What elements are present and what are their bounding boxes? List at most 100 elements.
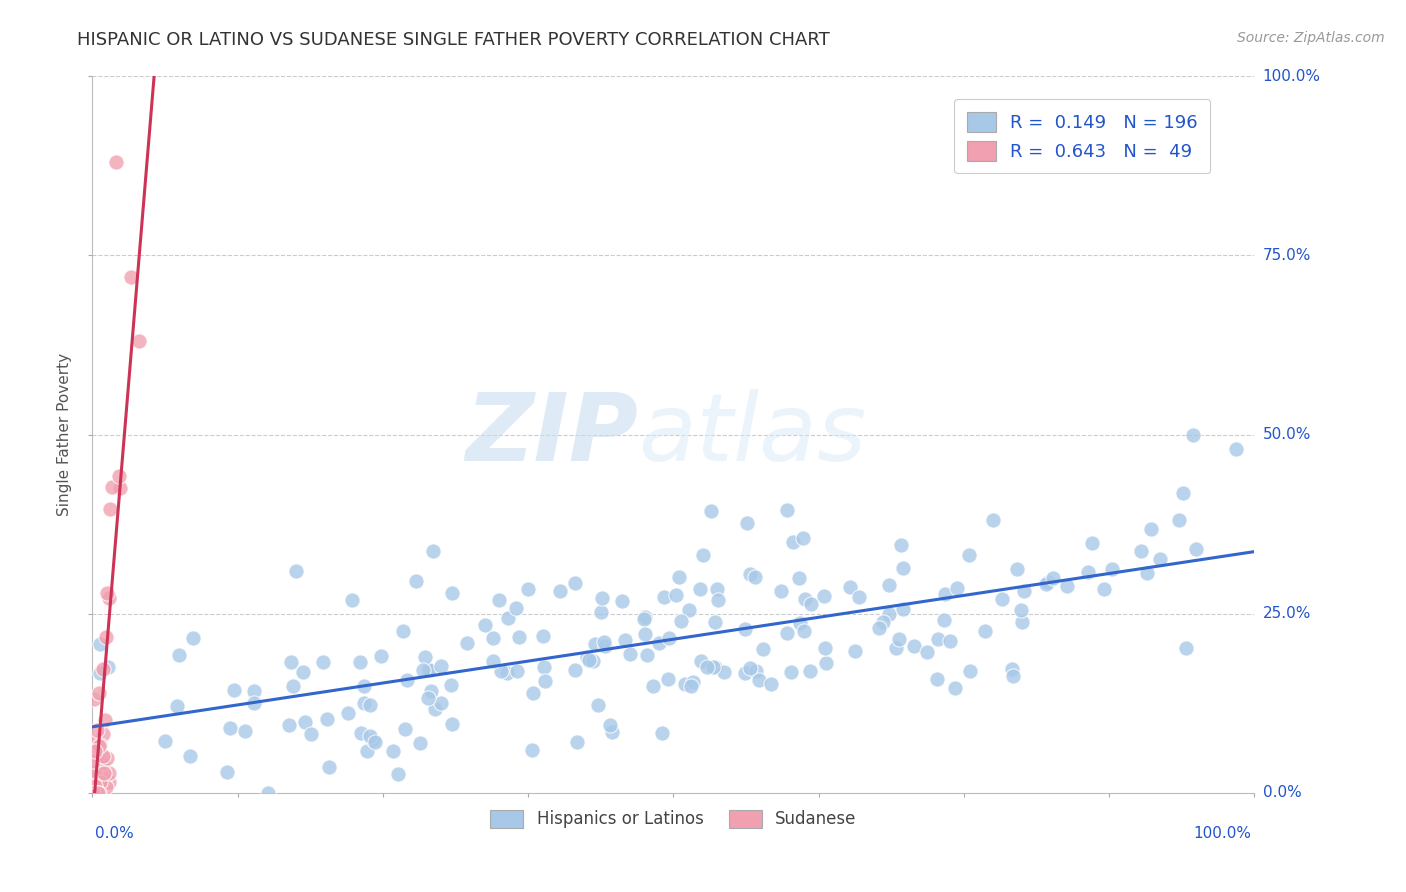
Point: [474, 618, 496, 632]
Point: [564, 575, 586, 590]
Point: [256, 786, 278, 800]
Point: [219, 721, 242, 735]
Point: [496, 666, 519, 681]
Point: [792, 531, 814, 545]
Point: [1010, 603, 1032, 617]
Point: [619, 647, 641, 661]
Point: [89, 739, 111, 753]
Point: [93, 765, 115, 780]
Point: [564, 663, 586, 677]
Point: [706, 582, 728, 596]
Point: [1185, 541, 1208, 556]
Point: [748, 673, 770, 687]
Point: [738, 660, 761, 674]
Point: [370, 649, 392, 664]
Point: [1101, 562, 1123, 576]
Point: [891, 561, 914, 575]
Point: [440, 717, 463, 731]
Point: [496, 611, 519, 625]
Point: [294, 714, 316, 729]
Point: [520, 743, 543, 757]
Point: [548, 584, 571, 599]
Point: [299, 727, 322, 741]
Legend: Hispanics or Latinos, Sudanese: Hispanics or Latinos, Sudanese: [479, 800, 866, 838]
Point: [183, 631, 205, 645]
Point: [82, 735, 104, 749]
Point: [1081, 536, 1104, 550]
Point: [120, 269, 142, 284]
Text: 100.0%: 100.0%: [1194, 826, 1251, 841]
Point: [233, 724, 256, 739]
Point: [704, 615, 727, 630]
Point: [943, 681, 966, 695]
Point: [815, 656, 838, 670]
Point: [779, 665, 801, 679]
Point: [877, 577, 900, 591]
Point: [405, 574, 427, 588]
Point: [84, 779, 107, 793]
Point: [699, 504, 721, 518]
Point: [89, 666, 111, 681]
Point: [782, 535, 804, 549]
Point: [277, 718, 299, 732]
Point: [482, 631, 505, 645]
Point: [800, 597, 823, 611]
Point: [222, 683, 245, 698]
Point: [1136, 566, 1159, 581]
Text: ZIP: ZIP: [465, 389, 638, 481]
Point: [776, 503, 799, 517]
Point: [381, 743, 404, 757]
Point: [1174, 640, 1197, 655]
Point: [634, 610, 657, 624]
Point: [418, 664, 440, 678]
Text: 0.0%: 0.0%: [1263, 786, 1302, 800]
Point: [565, 735, 588, 749]
Point: [337, 706, 360, 721]
Point: [318, 760, 340, 774]
Point: [669, 615, 692, 629]
Point: [284, 564, 307, 578]
Point: [915, 644, 938, 658]
Point: [409, 736, 432, 750]
Point: [643, 679, 665, 693]
Point: [583, 637, 606, 651]
Point: [439, 678, 461, 692]
Point: [394, 722, 416, 736]
Point: [799, 665, 821, 679]
Point: [392, 624, 415, 638]
Point: [1042, 571, 1064, 585]
Point: [903, 639, 925, 653]
Point: [707, 593, 730, 607]
Point: [94, 713, 117, 727]
Point: [91, 756, 114, 770]
Point: [704, 660, 727, 674]
Point: [430, 696, 453, 710]
Point: [578, 652, 600, 666]
Point: [591, 591, 613, 606]
Point: [508, 630, 530, 644]
Point: [844, 644, 866, 658]
Point: [82, 786, 104, 800]
Point: [96, 586, 118, 600]
Point: [87, 786, 110, 800]
Point: [292, 665, 315, 679]
Text: 75.0%: 75.0%: [1263, 248, 1310, 263]
Point: [927, 632, 949, 646]
Point: [82, 786, 104, 800]
Point: [82, 786, 104, 800]
Point: [101, 480, 124, 494]
Point: [959, 665, 981, 679]
Point: [702, 660, 724, 674]
Point: [678, 603, 700, 617]
Point: [734, 666, 756, 681]
Point: [582, 654, 605, 668]
Point: [599, 718, 621, 732]
Point: [215, 764, 238, 779]
Point: [668, 570, 690, 584]
Point: [353, 679, 375, 693]
Point: [96, 751, 118, 765]
Point: [86, 723, 108, 738]
Point: [84, 766, 107, 780]
Text: 25.0%: 25.0%: [1263, 607, 1310, 621]
Point: [682, 674, 704, 689]
